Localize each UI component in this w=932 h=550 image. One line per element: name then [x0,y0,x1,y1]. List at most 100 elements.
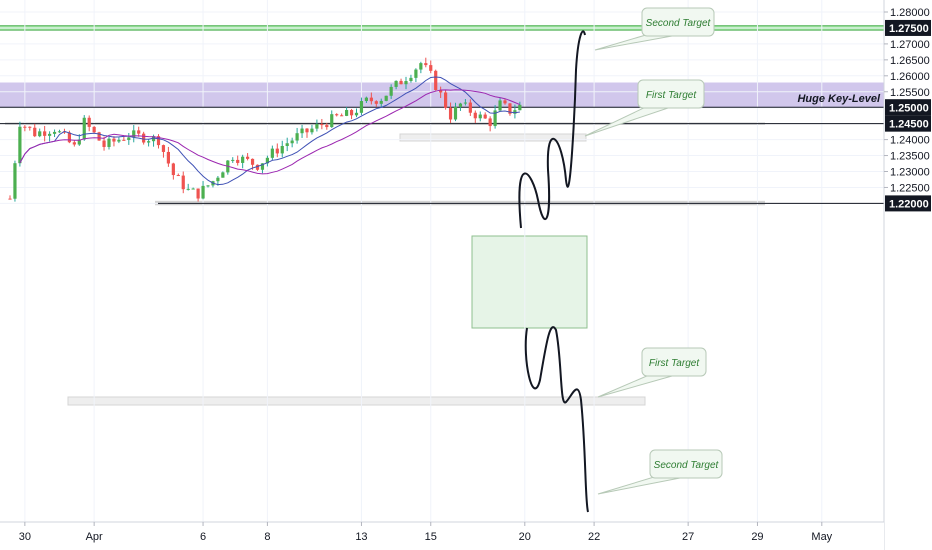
candle-body [424,63,428,66]
time-tick-label: May [811,531,832,543]
callout-label: First Target [646,90,697,101]
candle-body [241,156,245,163]
price-tag-1.25000: 1.25000 [885,99,931,116]
price-tag-bg [885,19,931,36]
price-tick-label: 1.26500 [890,55,930,67]
price-tag-bg [885,99,931,116]
candle-body [107,138,111,147]
candle-body [463,102,467,104]
price-tag-1.27500: 1.27500 [885,19,931,36]
candle-body [285,143,289,146]
callout-label: First Target [649,358,700,369]
projection-path-down [524,326,589,513]
candle-body [384,95,388,101]
candle-body [488,118,492,127]
candle-body [448,107,453,120]
candle-body [260,163,265,170]
candle-body [201,185,205,199]
candle-body [498,100,502,111]
candle-body [518,104,522,111]
candle-body [216,177,220,182]
candle-body [419,63,423,70]
price-axis: 1.28000 1.27000 1.26500 1.26000 1.25500 1.240… [883,0,932,550]
candle-body [97,132,101,141]
candle-body [92,126,96,133]
candle-body [156,136,161,146]
candle-body [468,102,472,113]
candle-body [379,100,383,104]
candle-body [330,114,334,128]
candle-body [439,89,443,93]
price-axis-bg [884,0,932,550]
time-tick-label: 13 [355,531,367,543]
time-tick-label: 20 [519,531,531,543]
callout-pointer [597,371,673,398]
candle-body [57,131,62,133]
price-tag-label: 1.25000 [889,103,929,115]
candle-body [315,124,319,129]
callout-up-1: First Target [584,79,705,137]
candle-body [236,159,240,163]
candle-body [206,185,210,187]
key-level-label: Huge Key-Level [797,93,880,105]
candle-body [122,139,126,141]
candle-body [503,100,507,104]
candle-body [354,112,359,116]
drawings-layer [518,30,589,513]
candle-body [166,151,170,164]
price-tick-label: 1.28000 [890,7,930,19]
price-tick-label: 1.24000 [890,135,930,147]
candle-body [82,117,86,140]
horizontal-lines-layer [0,106,884,204]
price-tick-label: 1.23000 [890,167,930,179]
candle-body [310,128,314,133]
time-tick-label: 6 [200,531,206,543]
candle-body [23,126,27,128]
candle-body [246,156,250,159]
candle-body [508,103,512,114]
price-tick-label: 1.25500 [890,87,930,99]
callout-box [649,449,723,479]
candle-body [191,188,195,190]
price-tick-label: 1.23500 [890,151,930,163]
callout-box [641,7,715,37]
price-tag-1.22000: 1.22000 [885,195,931,212]
time-tick-label: 8 [264,531,270,543]
candle-body [374,101,378,104]
candle-body [414,69,418,78]
price-tag-1.24500: 1.24500 [885,115,931,132]
candle-body [48,133,52,136]
time-axis: 30 Apr 6 8 13 15 20 22 27 29 May [0,521,884,550]
time-tick-label: 22 [588,531,600,543]
candle-body [151,136,156,142]
candle-body [176,175,180,177]
time-tick-label: 29 [751,531,763,543]
candle-body [142,133,146,143]
price-tag-bg [885,195,931,212]
candle-body [43,131,47,136]
candle-body [186,188,190,190]
candle-body [493,110,497,127]
candle-body [478,114,482,119]
candle-body [349,110,354,116]
candle-body [112,138,116,142]
callout-box [641,347,707,377]
consolidation-box [471,235,588,329]
candle-body [132,130,136,138]
callout-label: Second Target [646,18,712,29]
price-tag-bg [885,115,931,132]
candle-body [295,133,299,141]
candle-body [325,125,329,128]
candle-body [404,81,408,85]
candle-body [127,137,131,140]
candle-body [38,131,42,137]
zone-first-target-down [67,396,646,406]
candle-body [394,80,398,87]
candle-body [364,97,368,102]
time-tick-label: Apr [86,531,103,543]
callout-box [637,79,705,109]
callout-pointer [597,473,681,495]
candle-body [161,145,166,152]
candle-body [434,70,438,90]
